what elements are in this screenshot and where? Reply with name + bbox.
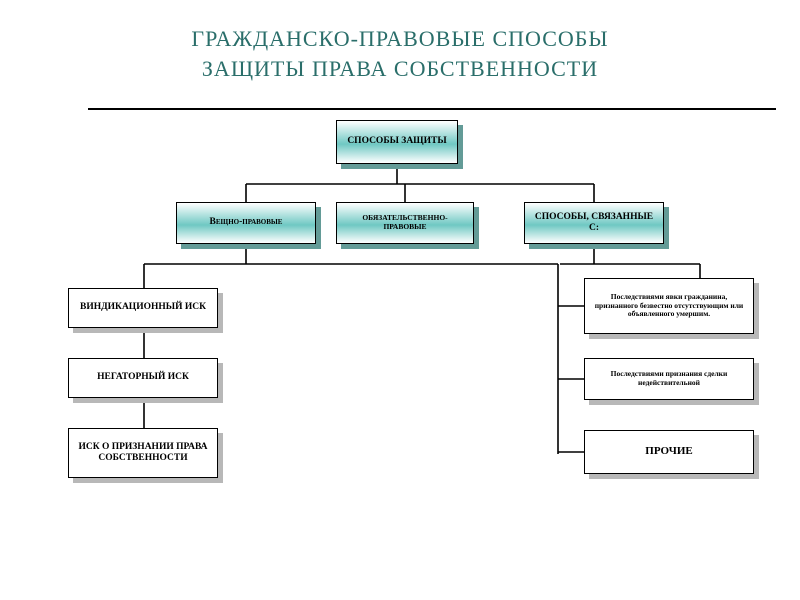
node-cat_right: СПОСОБЫ, СВЯЗАННЫЕ С: <box>524 202 664 244</box>
node-r2: Последствиями признания сделки недействи… <box>584 358 754 400</box>
node-root: СПОСОБЫ ЗАЩИТЫ <box>336 120 458 164</box>
node-box: ИСК О ПРИЗНАНИИ ПРАВА СОБСТВЕННОСТИ <box>68 428 218 478</box>
node-box: ВИНДИКАЦИОННЫЙ ИСК <box>68 288 218 328</box>
node-l2: НЕГАТОРНЫЙ ИСК <box>68 358 218 398</box>
title-underline <box>88 108 776 110</box>
node-box: СПОСОБЫ, СВЯЗАННЫЕ С: <box>524 202 664 244</box>
node-box: ПРОЧИЕ <box>584 430 754 474</box>
node-box: СПОСОБЫ ЗАЩИТЫ <box>336 120 458 164</box>
node-l1: ВИНДИКАЦИОННЫЙ ИСК <box>68 288 218 328</box>
title-line-1: ГРАЖДАНСКО-ПРАВОВЫЕ СПОСОБЫ <box>0 24 800 54</box>
node-box: НЕГАТОРНЫЙ ИСК <box>68 358 218 398</box>
node-box: ОБЯЗАТЕЛЬСТВЕННО- ПРАВОВЫЕ <box>336 202 474 244</box>
title-line-2: ЗАЩИТЫ ПРАВА СОБСТВЕННОСТИ <box>0 54 800 84</box>
page-title: ГРАЖДАНСКО-ПРАВОВЫЕ СПОСОБЫ ЗАЩИТЫ ПРАВА… <box>0 0 800 83</box>
node-cat_mid: ОБЯЗАТЕЛЬСТВЕННО- ПРАВОВЫЕ <box>336 202 474 244</box>
node-box: Последствиями явки гражданина, признанно… <box>584 278 754 334</box>
node-box: Вещно-правовые <box>176 202 316 244</box>
node-r3: ПРОЧИЕ <box>584 430 754 474</box>
node-r1: Последствиями явки гражданина, признанно… <box>584 278 754 334</box>
node-box: Последствиями признания сделки недействи… <box>584 358 754 400</box>
node-cat_left: Вещно-правовые <box>176 202 316 244</box>
node-l3: ИСК О ПРИЗНАНИИ ПРАВА СОБСТВЕННОСТИ <box>68 428 218 478</box>
